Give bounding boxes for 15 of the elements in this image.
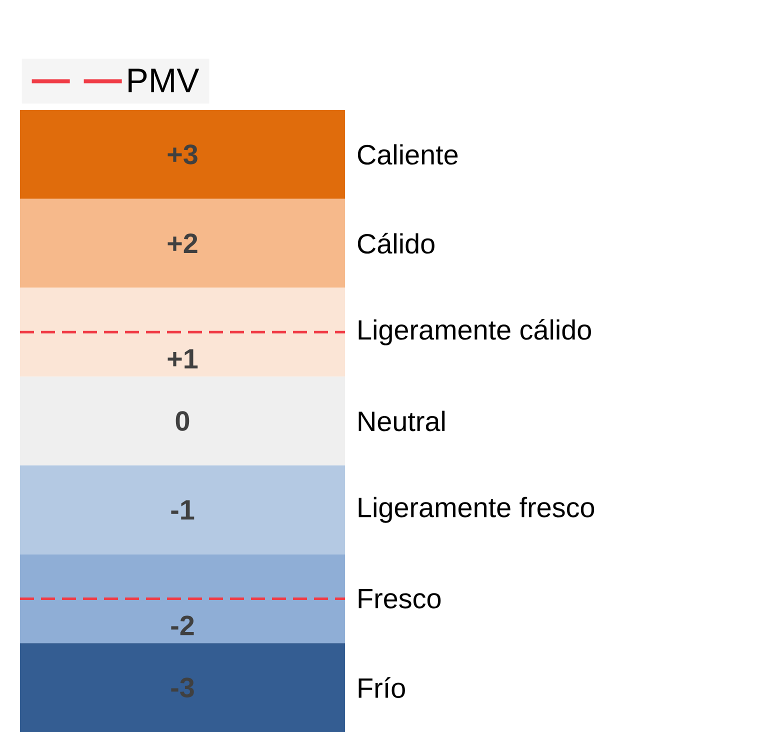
data-label: -1: [171, 500, 194, 520]
y-tick-label: Ligeramente cálido: [358, 318, 591, 346]
data-label: 0: [176, 411, 190, 431]
y-tick-label: Fresco: [358, 588, 441, 608]
data-label: +1: [168, 349, 198, 368]
y-tick-label: Ligeramente fresco: [358, 496, 594, 523]
data-label: +3: [168, 144, 198, 164]
y-tick-label: Neutral: [358, 410, 445, 432]
y-tick-label: Cálido: [358, 232, 434, 254]
data-label: -2: [171, 616, 194, 636]
data-label: -3: [171, 678, 194, 698]
data-label: +2: [168, 234, 198, 254]
legend-label: PMV: [128, 68, 200, 92]
y-tick-label: Caliente: [358, 144, 458, 165]
y-tick-label: Frío: [358, 677, 405, 698]
